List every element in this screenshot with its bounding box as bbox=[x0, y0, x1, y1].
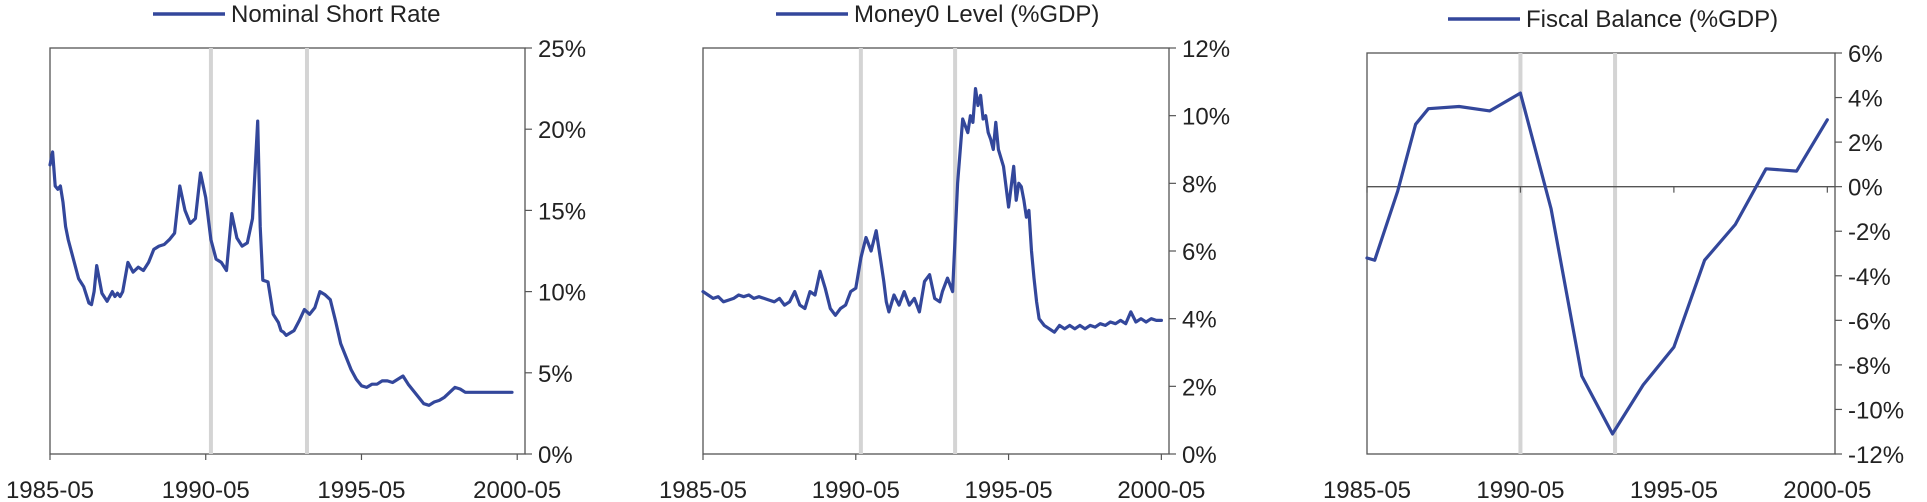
plot-frame bbox=[49, 47, 526, 455]
y-tick-label: 0% bbox=[1182, 442, 1217, 469]
y-tick-label: 25% bbox=[538, 36, 586, 63]
x-tick-label: 2000-05 bbox=[1117, 477, 1205, 502]
y-tick-label: 0% bbox=[538, 442, 573, 469]
y-tick-label: -12% bbox=[1848, 442, 1904, 469]
y-tick-label: -10% bbox=[1848, 397, 1904, 424]
legend: Fiscal Balance (%GDP) bbox=[1448, 6, 1778, 33]
y-tick-label: 5% bbox=[538, 361, 573, 388]
x-tick-label: 2000-05 bbox=[473, 477, 561, 502]
x-tick-label: 1995-05 bbox=[1630, 477, 1718, 502]
legend-label: Fiscal Balance (%GDP) bbox=[1526, 6, 1778, 33]
x-tick-label: 1985-05 bbox=[1323, 477, 1411, 502]
series-line-1 bbox=[701, 87, 1163, 334]
series-line-1 bbox=[48, 119, 514, 407]
series-line-1 bbox=[1365, 91, 1829, 436]
y-tick-label: -2% bbox=[1848, 219, 1891, 246]
y-tick-label: 10% bbox=[1182, 104, 1230, 131]
y-tick-label: 12% bbox=[1182, 36, 1230, 63]
x-tick-label: 1990-05 bbox=[1476, 477, 1564, 502]
x-tick-label: 1985-05 bbox=[6, 477, 94, 502]
y-tick-label: 8% bbox=[1182, 171, 1217, 198]
x-tick-label: 1995-05 bbox=[965, 477, 1053, 502]
y-tick-label: 15% bbox=[538, 198, 586, 225]
legend-label: Nominal Short Rate bbox=[231, 1, 440, 28]
y-tick-label: 2% bbox=[1182, 374, 1217, 401]
y-tick-label: -8% bbox=[1848, 353, 1891, 380]
x-tick-label: 1995-05 bbox=[317, 477, 405, 502]
y-tick-label: 4% bbox=[1182, 307, 1217, 334]
y-tick-label: -4% bbox=[1848, 264, 1891, 291]
chart-panel-3: 1985-05 1990-05 1995-05 2000-05 -12% -10% -8% -… bbox=[1323, 6, 1904, 502]
chart-panel-2: 1985-05 1990-05 1995-05 2000-05 0% 2% 4% 6% 8% 10… bbox=[659, 1, 1230, 502]
legend: Nominal Short Rate bbox=[153, 1, 440, 28]
y-tick-label: 6% bbox=[1848, 41, 1883, 68]
x-tick-label: 1985-05 bbox=[659, 477, 747, 502]
y-tick-label: 10% bbox=[538, 280, 586, 307]
y-tick-label: 6% bbox=[1182, 239, 1217, 266]
x-tick-label: 1990-05 bbox=[812, 477, 900, 502]
legend-label: Money0 Level (%GDP) bbox=[854, 1, 1099, 28]
x-tick-label: 1990-05 bbox=[162, 477, 250, 502]
x-tick-label: 2000-05 bbox=[1783, 477, 1871, 502]
y-tick-label: 0% bbox=[1848, 175, 1883, 202]
y-tick-label: 2% bbox=[1848, 130, 1883, 157]
plot-frame bbox=[1366, 52, 1836, 455]
chart-panel-1: 1985-05 1990-05 1995-05 2000-05 0% 5% 10% 15% 20… bbox=[6, 1, 586, 502]
plot-frame bbox=[702, 47, 1170, 455]
legend: Money0 Level (%GDP) bbox=[776, 1, 1099, 28]
y-tick-label: 4% bbox=[1848, 86, 1883, 113]
y-tick-label: 20% bbox=[538, 117, 586, 144]
y-tick-label: -6% bbox=[1848, 308, 1891, 335]
